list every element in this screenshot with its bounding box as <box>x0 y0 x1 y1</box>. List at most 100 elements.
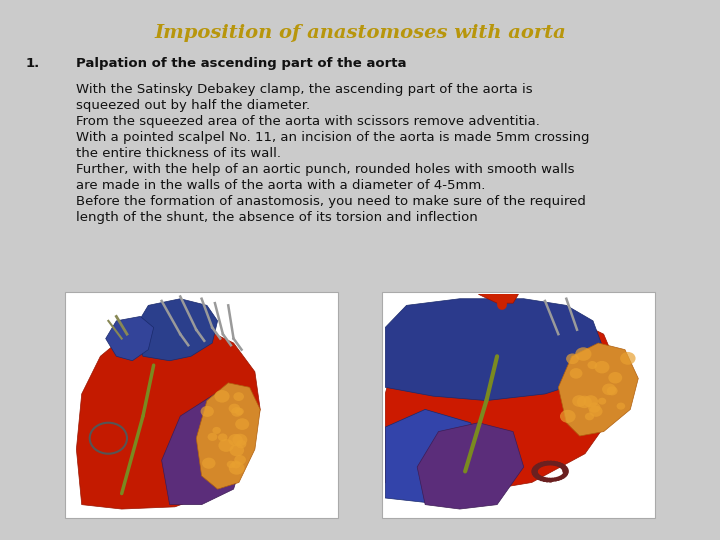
Circle shape <box>551 461 557 465</box>
Circle shape <box>207 433 217 441</box>
Circle shape <box>534 465 539 470</box>
Circle shape <box>561 464 566 469</box>
Circle shape <box>233 434 248 446</box>
Circle shape <box>598 398 606 404</box>
Circle shape <box>577 396 592 408</box>
Bar <box>65 292 338 518</box>
Circle shape <box>563 470 569 475</box>
Circle shape <box>539 477 544 481</box>
Text: With a pointed scalpel No. 11, an incision of the aorta is made 5mm crossing: With a pointed scalpel No. 11, an incisi… <box>76 131 589 144</box>
Circle shape <box>535 465 540 469</box>
Circle shape <box>566 353 579 364</box>
Circle shape <box>202 457 215 469</box>
Circle shape <box>534 467 539 471</box>
Circle shape <box>212 427 221 434</box>
Circle shape <box>537 463 542 467</box>
Circle shape <box>549 461 554 465</box>
Circle shape <box>541 462 546 467</box>
Circle shape <box>557 462 562 467</box>
Circle shape <box>555 477 561 481</box>
Text: From the squeezed area of the aorta with scissors remove adventitia.: From the squeezed area of the aorta with… <box>76 115 539 128</box>
Circle shape <box>532 471 537 476</box>
Circle shape <box>553 477 558 482</box>
Circle shape <box>548 461 554 465</box>
Circle shape <box>544 478 550 483</box>
Polygon shape <box>161 394 250 504</box>
Circle shape <box>235 418 249 430</box>
Polygon shape <box>76 321 260 509</box>
Circle shape <box>539 463 544 467</box>
Text: Imposition of anastomoses with aorta: Imposition of anastomoses with aorta <box>154 24 566 42</box>
Circle shape <box>547 477 552 482</box>
Circle shape <box>544 477 549 482</box>
Circle shape <box>588 402 600 413</box>
Circle shape <box>602 383 616 395</box>
Circle shape <box>229 404 240 413</box>
Circle shape <box>559 463 564 468</box>
Circle shape <box>616 402 625 410</box>
Circle shape <box>536 476 541 480</box>
Circle shape <box>608 372 622 383</box>
Circle shape <box>541 477 547 482</box>
Circle shape <box>554 461 559 465</box>
Circle shape <box>562 474 567 478</box>
Circle shape <box>558 476 563 480</box>
Text: 1.: 1. <box>25 57 40 70</box>
Polygon shape <box>559 343 638 436</box>
Circle shape <box>585 413 594 420</box>
Circle shape <box>544 462 549 466</box>
Circle shape <box>583 395 598 408</box>
Circle shape <box>563 467 569 471</box>
Bar <box>382 292 655 518</box>
Circle shape <box>236 440 246 448</box>
Circle shape <box>542 461 547 465</box>
Polygon shape <box>417 423 523 509</box>
Circle shape <box>531 470 536 474</box>
Circle shape <box>531 468 536 472</box>
Circle shape <box>554 462 559 467</box>
Circle shape <box>557 463 562 467</box>
Circle shape <box>534 472 539 477</box>
Circle shape <box>536 464 541 468</box>
Text: squeezed out by half the diameter.: squeezed out by half the diameter. <box>76 99 310 112</box>
Circle shape <box>228 434 243 446</box>
Circle shape <box>560 465 565 469</box>
Circle shape <box>234 455 246 465</box>
Circle shape <box>539 476 544 481</box>
Circle shape <box>562 467 567 471</box>
Polygon shape <box>479 290 518 303</box>
Circle shape <box>560 475 565 479</box>
Polygon shape <box>135 299 217 361</box>
Circle shape <box>575 347 592 361</box>
Circle shape <box>552 462 557 466</box>
Circle shape <box>533 471 538 475</box>
Circle shape <box>535 464 540 468</box>
Circle shape <box>536 475 542 480</box>
Circle shape <box>562 465 567 470</box>
Circle shape <box>620 352 636 365</box>
Circle shape <box>560 410 576 423</box>
Text: With the Satinsky Debakey clamp, the ascending part of the aorta is: With the Satinsky Debakey clamp, the asc… <box>76 83 532 96</box>
Polygon shape <box>385 409 487 502</box>
Circle shape <box>231 461 240 468</box>
Circle shape <box>546 461 552 465</box>
Circle shape <box>532 467 537 471</box>
Circle shape <box>607 386 618 395</box>
Polygon shape <box>106 316 153 361</box>
Circle shape <box>233 392 244 401</box>
Circle shape <box>541 477 546 481</box>
Text: Further, with the help of an aortic punch, rounded holes with smooth walls: Further, with the help of an aortic punc… <box>76 163 574 176</box>
Circle shape <box>229 462 245 475</box>
Circle shape <box>534 475 540 479</box>
Circle shape <box>595 361 610 374</box>
Circle shape <box>535 474 540 478</box>
Circle shape <box>562 469 567 474</box>
Polygon shape <box>385 299 603 401</box>
Circle shape <box>539 462 545 466</box>
Circle shape <box>588 361 597 369</box>
Circle shape <box>533 473 538 477</box>
Polygon shape <box>197 383 260 489</box>
Text: Palpation of the ascending part of the aorta: Palpation of the ascending part of the a… <box>76 57 406 70</box>
Circle shape <box>559 464 564 468</box>
Circle shape <box>533 468 538 472</box>
